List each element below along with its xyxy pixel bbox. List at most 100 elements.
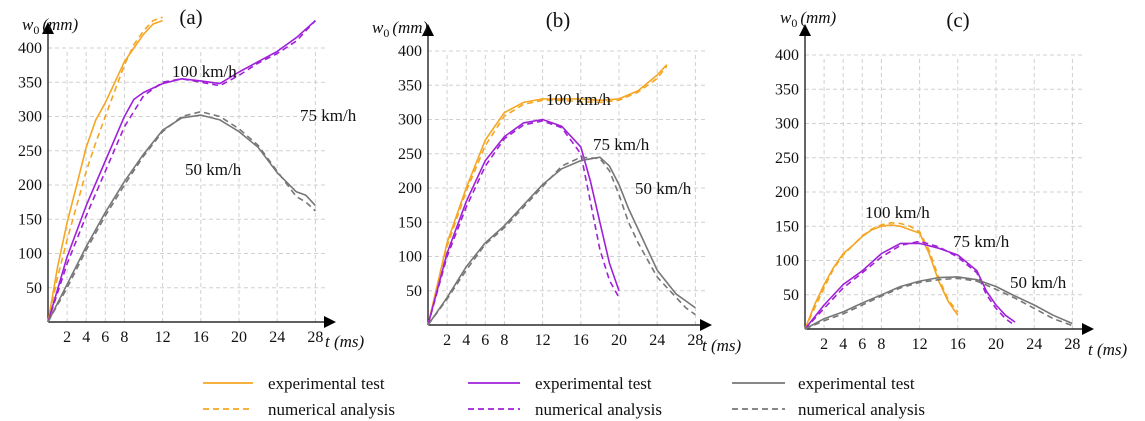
legend-label-numerical: numerical analysis bbox=[268, 400, 395, 419]
x-tick-label: 4 bbox=[82, 329, 90, 346]
legend-label-experimental: experimental test bbox=[268, 374, 385, 393]
x-tick-label: 2 bbox=[443, 332, 451, 349]
x-tick-label: 28 bbox=[1064, 336, 1080, 353]
y-tick-label: 50 bbox=[783, 287, 799, 304]
series-label: 100 km/h bbox=[172, 62, 237, 81]
series-line-orange-experimental bbox=[804, 224, 959, 330]
x-tick-label: 12 bbox=[155, 329, 171, 346]
x-tick-label: 6 bbox=[101, 329, 109, 346]
x-tick-label: 24 bbox=[649, 332, 665, 349]
y-tick-label: 400 bbox=[398, 43, 422, 60]
series-label: 75 km/h bbox=[593, 135, 650, 154]
legend-label-experimental: experimental test bbox=[535, 374, 652, 393]
y-tick-label: 100 bbox=[398, 249, 422, 266]
series-line-purple-numerical bbox=[804, 240, 1016, 330]
x-tick-label: 28 bbox=[687, 332, 703, 349]
series-line-gray-experimental bbox=[427, 156, 696, 326]
y-tick-label: 300 bbox=[398, 112, 422, 129]
legend-label-experimental: experimental test bbox=[798, 374, 915, 393]
y-tick-label: 100 bbox=[18, 246, 42, 263]
x-tick-label: 6 bbox=[481, 332, 489, 349]
series-line-orange-numerical bbox=[427, 65, 668, 326]
y-axis-label: w0 (mm) bbox=[780, 8, 837, 30]
legend-group-orange: experimental test numerical analysis bbox=[203, 374, 395, 419]
series-label: 75 km/h bbox=[953, 232, 1010, 251]
y-tick-label: 250 bbox=[775, 150, 799, 167]
y-axis-label: w0 (mm) bbox=[22, 15, 79, 37]
x-tick-label: 12 bbox=[912, 336, 928, 353]
x-tick-label: 2 bbox=[63, 329, 71, 346]
x-tick-label: 20 bbox=[231, 329, 247, 346]
x-tick-label: 28 bbox=[307, 329, 323, 346]
panel-label: (a) bbox=[179, 5, 202, 29]
y-tick-label: 300 bbox=[775, 116, 799, 133]
x-tick-label: 16 bbox=[950, 336, 966, 353]
series-label: 100 km/h bbox=[865, 203, 930, 222]
y-tick-label: 100 bbox=[775, 253, 799, 270]
y-tick-label: 250 bbox=[398, 146, 422, 163]
series-line-purple-experimental bbox=[804, 242, 1016, 330]
series-line-purple-numerical bbox=[427, 120, 620, 326]
series-label: 50 km/h bbox=[185, 160, 242, 179]
x-tick-label: 24 bbox=[269, 329, 285, 346]
chart-panel-2: 2 4 6 8 12 16 20 24 2850100150200250300350400w0(… bbox=[372, 8, 742, 355]
x-tick-label: 4 bbox=[462, 332, 470, 349]
series-label: 75 km/h bbox=[300, 106, 357, 125]
x-tick-label: 4 bbox=[839, 336, 847, 353]
series-label: 50 km/h bbox=[1010, 273, 1067, 292]
y-tick-label: 150 bbox=[775, 218, 799, 235]
legend-group-purple: experimental test numerical analysis bbox=[468, 374, 662, 419]
panel-label: (b) bbox=[546, 8, 571, 32]
chart-panel-1: 2 4 6 8 12 16 20 24 2850100150200250300350400w0(… bbox=[18, 5, 365, 351]
series-line-purple-experimental bbox=[47, 20, 316, 323]
y-tick-label: 150 bbox=[398, 214, 422, 231]
x-tick-label: 8 bbox=[500, 332, 508, 349]
x-tick-label: 6 bbox=[858, 336, 866, 353]
x-tick-label: 2 bbox=[820, 336, 828, 353]
chart-panel-3: 2 4 6 8 12 16 20 24 2850100150200250300350400w0(… bbox=[775, 8, 1128, 359]
series-label: 50 km/h bbox=[635, 179, 692, 198]
series-line-orange-experimental bbox=[47, 19, 163, 323]
series-line-gray-numerical bbox=[804, 277, 1073, 330]
x-axis-label: t (ms) bbox=[1088, 340, 1128, 359]
x-axis-label: t (ms) bbox=[325, 332, 365, 351]
legend-label-numerical: numerical analysis bbox=[798, 400, 925, 419]
x-tick-label: 16 bbox=[193, 329, 209, 346]
chart-panels: 2 4 6 8 12 16 20 24 2850100150200250300350400w0(… bbox=[18, 5, 1128, 359]
x-tick-label: 20 bbox=[611, 332, 627, 349]
series-line-orange-experimental bbox=[427, 64, 668, 326]
series-line-gray-numerical bbox=[47, 110, 316, 323]
y-tick-label: 200 bbox=[18, 177, 42, 194]
panel-label: (c) bbox=[946, 8, 969, 32]
y-tick-label: 50 bbox=[26, 280, 42, 297]
y-tick-label: 350 bbox=[18, 74, 42, 91]
y-tick-label: 400 bbox=[775, 47, 799, 64]
y-axis-label: w0 (mm) bbox=[372, 18, 429, 40]
x-tick-label: 20 bbox=[988, 336, 1004, 353]
y-tick-label: 300 bbox=[18, 109, 42, 126]
series-label: 100 km/h bbox=[546, 90, 611, 109]
y-tick-label: 400 bbox=[18, 40, 42, 57]
series-line-purple-experimental bbox=[427, 118, 620, 326]
legend-group-gray: experimental test numerical analysis bbox=[732, 374, 925, 419]
x-tick-label: 24 bbox=[1026, 336, 1042, 353]
y-tick-label: 200 bbox=[775, 184, 799, 201]
series-line-orange-numerical bbox=[47, 16, 163, 323]
x-tick-label: 8 bbox=[120, 329, 128, 346]
series-line-gray-experimental bbox=[804, 276, 1073, 330]
x-tick-label: 16 bbox=[573, 332, 589, 349]
x-tick-label: 8 bbox=[877, 336, 885, 353]
x-axis-label: t (ms) bbox=[702, 336, 742, 355]
grid bbox=[428, 50, 705, 325]
legend-label-numerical: numerical analysis bbox=[535, 400, 662, 419]
y-tick-label: 50 bbox=[406, 283, 422, 300]
y-tick-label: 200 bbox=[398, 180, 422, 197]
series-line-gray-numerical bbox=[427, 156, 696, 326]
y-tick-label: 350 bbox=[398, 77, 422, 94]
grid bbox=[48, 47, 325, 322]
x-tick-label: 12 bbox=[535, 332, 551, 349]
y-tick-label: 250 bbox=[18, 143, 42, 160]
y-tick-label: 350 bbox=[775, 81, 799, 98]
